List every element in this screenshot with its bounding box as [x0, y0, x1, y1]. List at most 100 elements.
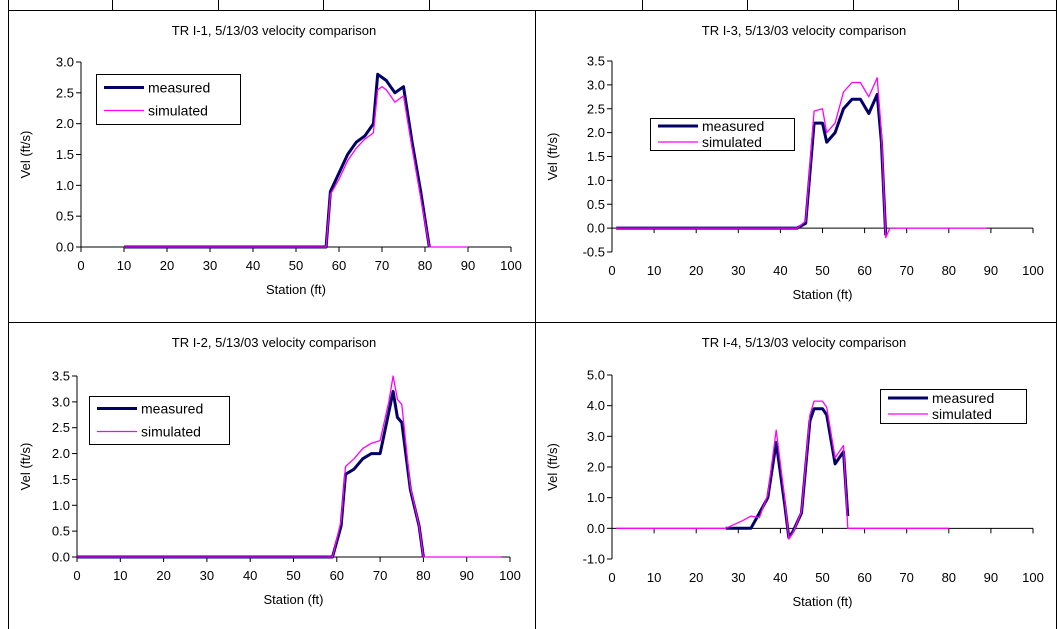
x-tick-label: 90	[984, 263, 998, 278]
x-tick-label: 60	[332, 258, 346, 273]
y-tick-label: 3.5	[52, 369, 70, 384]
y-tick-label: 1.0	[587, 490, 605, 505]
x-tick-label: 80	[418, 258, 432, 273]
x-tick-label: 60	[857, 570, 871, 585]
x-tick-label: 90	[459, 568, 473, 583]
x-tick-label: 100	[500, 258, 522, 273]
legend-label-simulated: simulated	[702, 134, 762, 150]
x-tick-label: 20	[689, 263, 703, 278]
legend-box	[96, 74, 241, 125]
y-tick-label: 0.5	[52, 524, 70, 539]
legend-label-measured: measured	[141, 401, 203, 417]
x-tick-label: 60	[857, 263, 871, 278]
x-tick-label: 10	[647, 570, 661, 585]
x-tick-label: 30	[731, 263, 745, 278]
y-tick-label: 0.0	[56, 240, 74, 255]
y-tick-label: 1.5	[56, 147, 74, 162]
x-tick-label: 90	[461, 258, 475, 273]
x-tick-label: 50	[289, 258, 303, 273]
y-tick-label: 2.0	[52, 446, 70, 461]
x-tick-label: 40	[243, 568, 257, 583]
x-tick-label: 50	[286, 568, 300, 583]
y-tick-label: 1.0	[587, 173, 605, 188]
y-tick-label: 4.0	[587, 398, 605, 413]
x-tick-label: 80	[942, 570, 956, 585]
legend-label-measured: measured	[702, 118, 764, 134]
series-line-simulated	[77, 375, 502, 558]
chart-tr-i-3: TR I-3, 5/13/03 velocity comparison -0.5 0…	[545, 23, 1044, 302]
x-tick-label: 20	[156, 568, 170, 583]
y-tick-label: 3.0	[587, 429, 605, 444]
legend-box	[89, 396, 230, 445]
x-tick-label: 30	[200, 568, 214, 583]
series-line-measured	[616, 92, 888, 236]
y-tick-label: 1.0	[52, 498, 70, 513]
legend-label-simulated: simulated	[932, 406, 992, 422]
x-tick-label: 10	[117, 258, 131, 273]
chart-tr-i-2: TR I-2, 5/13/03 velocity comparison 0.0 0.…	[18, 335, 521, 607]
x-tick-label: 30	[203, 258, 217, 273]
x-tick-label: 40	[773, 570, 787, 585]
y-tick-label: 2.0	[56, 116, 74, 131]
chart-title: TR I-2, 5/13/03 velocity comparison	[172, 335, 376, 350]
series-line-simulated	[124, 86, 468, 248]
legend-box	[650, 118, 795, 151]
x-tick-label: 0	[608, 570, 615, 585]
y-tick-label: 0.0	[52, 550, 70, 565]
y-tick-label: 3.0	[52, 394, 70, 409]
x-axis-label: Station (ft)	[264, 592, 324, 607]
chart-title: TR I-3, 5/13/03 velocity comparison	[702, 23, 906, 38]
x-tick-label: 30	[731, 570, 745, 585]
x-tick-label: 70	[899, 570, 913, 585]
y-tick-label: -1.0	[583, 552, 605, 567]
x-tick-label: 80	[942, 263, 956, 278]
chart-title: TR I-4, 5/13/03 velocity comparison	[702, 335, 906, 350]
y-tick-label: -0.5	[583, 245, 605, 260]
legend: measured simulated	[89, 396, 230, 445]
x-axis-label: Station (ft)	[793, 287, 853, 302]
x-axis-label: Station (ft)	[266, 282, 326, 297]
legend-box	[880, 389, 1027, 424]
legend-label-simulated: simulated	[148, 103, 208, 119]
series-line-simulated	[616, 400, 949, 540]
x-tick-label: 0	[77, 258, 84, 273]
x-tick-label: 70	[899, 263, 913, 278]
y-tick-label: 2.5	[587, 101, 605, 116]
x-tick-label: 50	[815, 263, 829, 278]
y-tick-label: 3.0	[56, 55, 74, 70]
legend-label-simulated: simulated	[141, 424, 201, 440]
y-axis-label: Vel (ft/s)	[18, 443, 33, 491]
legend-label-measured: measured	[148, 80, 210, 96]
y-tick-label: 3.0	[587, 77, 605, 92]
y-tick-label: 0.0	[587, 221, 605, 236]
y-tick-label: 0.5	[56, 209, 74, 224]
y-tick-label: 2.5	[56, 85, 74, 100]
x-tick-label: 90	[984, 570, 998, 585]
y-tick-label: 3.5	[587, 54, 605, 69]
chart-tr-i-1: TR I-1, 5/13/03 velocity comparison 0.0 0.…	[18, 23, 522, 297]
y-tick-label: 5.0	[587, 368, 605, 383]
legend-label-measured: measured	[932, 390, 994, 406]
x-axis-label: Station (ft)	[793, 594, 853, 609]
y-tick-label: 1.0	[56, 178, 74, 193]
x-tick-label: 0	[73, 568, 80, 583]
legend: measured simulated	[96, 74, 241, 125]
y-tick-label: 1.5	[52, 472, 70, 487]
x-tick-label: 100	[499, 568, 521, 583]
x-tick-label: 100	[1022, 263, 1044, 278]
x-tick-label: 80	[416, 568, 430, 583]
y-axis-label: Vel (ft/s)	[545, 133, 560, 181]
y-tick-label: 2.0	[587, 460, 605, 475]
x-tick-label: 70	[373, 568, 387, 583]
y-axis-label: Vel (ft/s)	[18, 131, 33, 179]
y-tick-label: 0.0	[587, 521, 605, 536]
y-tick-label: 1.5	[587, 149, 605, 164]
y-tick-label: 0.5	[587, 197, 605, 212]
series-line-measured	[124, 72, 431, 249]
x-tick-label: 20	[689, 570, 703, 585]
chart-tr-i-4: TR I-4, 5/13/03 velocity comparison-1.00…	[545, 335, 1044, 609]
